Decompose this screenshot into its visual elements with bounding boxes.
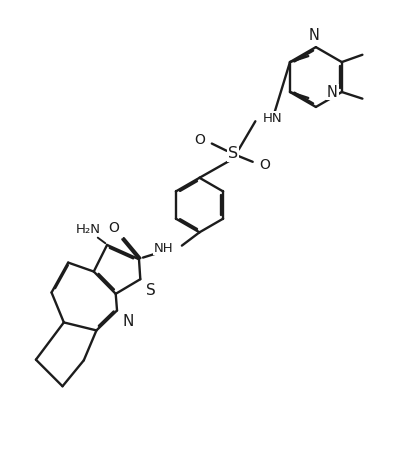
Text: H₂N: H₂N	[76, 223, 101, 236]
Text: O: O	[194, 133, 205, 147]
Text: NH: NH	[154, 242, 174, 255]
Text: S: S	[146, 283, 156, 297]
Text: HN: HN	[263, 112, 282, 125]
Text: S: S	[228, 146, 238, 161]
Text: O: O	[108, 221, 119, 235]
Text: N: N	[122, 315, 133, 329]
Text: O: O	[259, 158, 270, 172]
Text: N: N	[309, 28, 320, 43]
Text: N: N	[327, 85, 338, 99]
